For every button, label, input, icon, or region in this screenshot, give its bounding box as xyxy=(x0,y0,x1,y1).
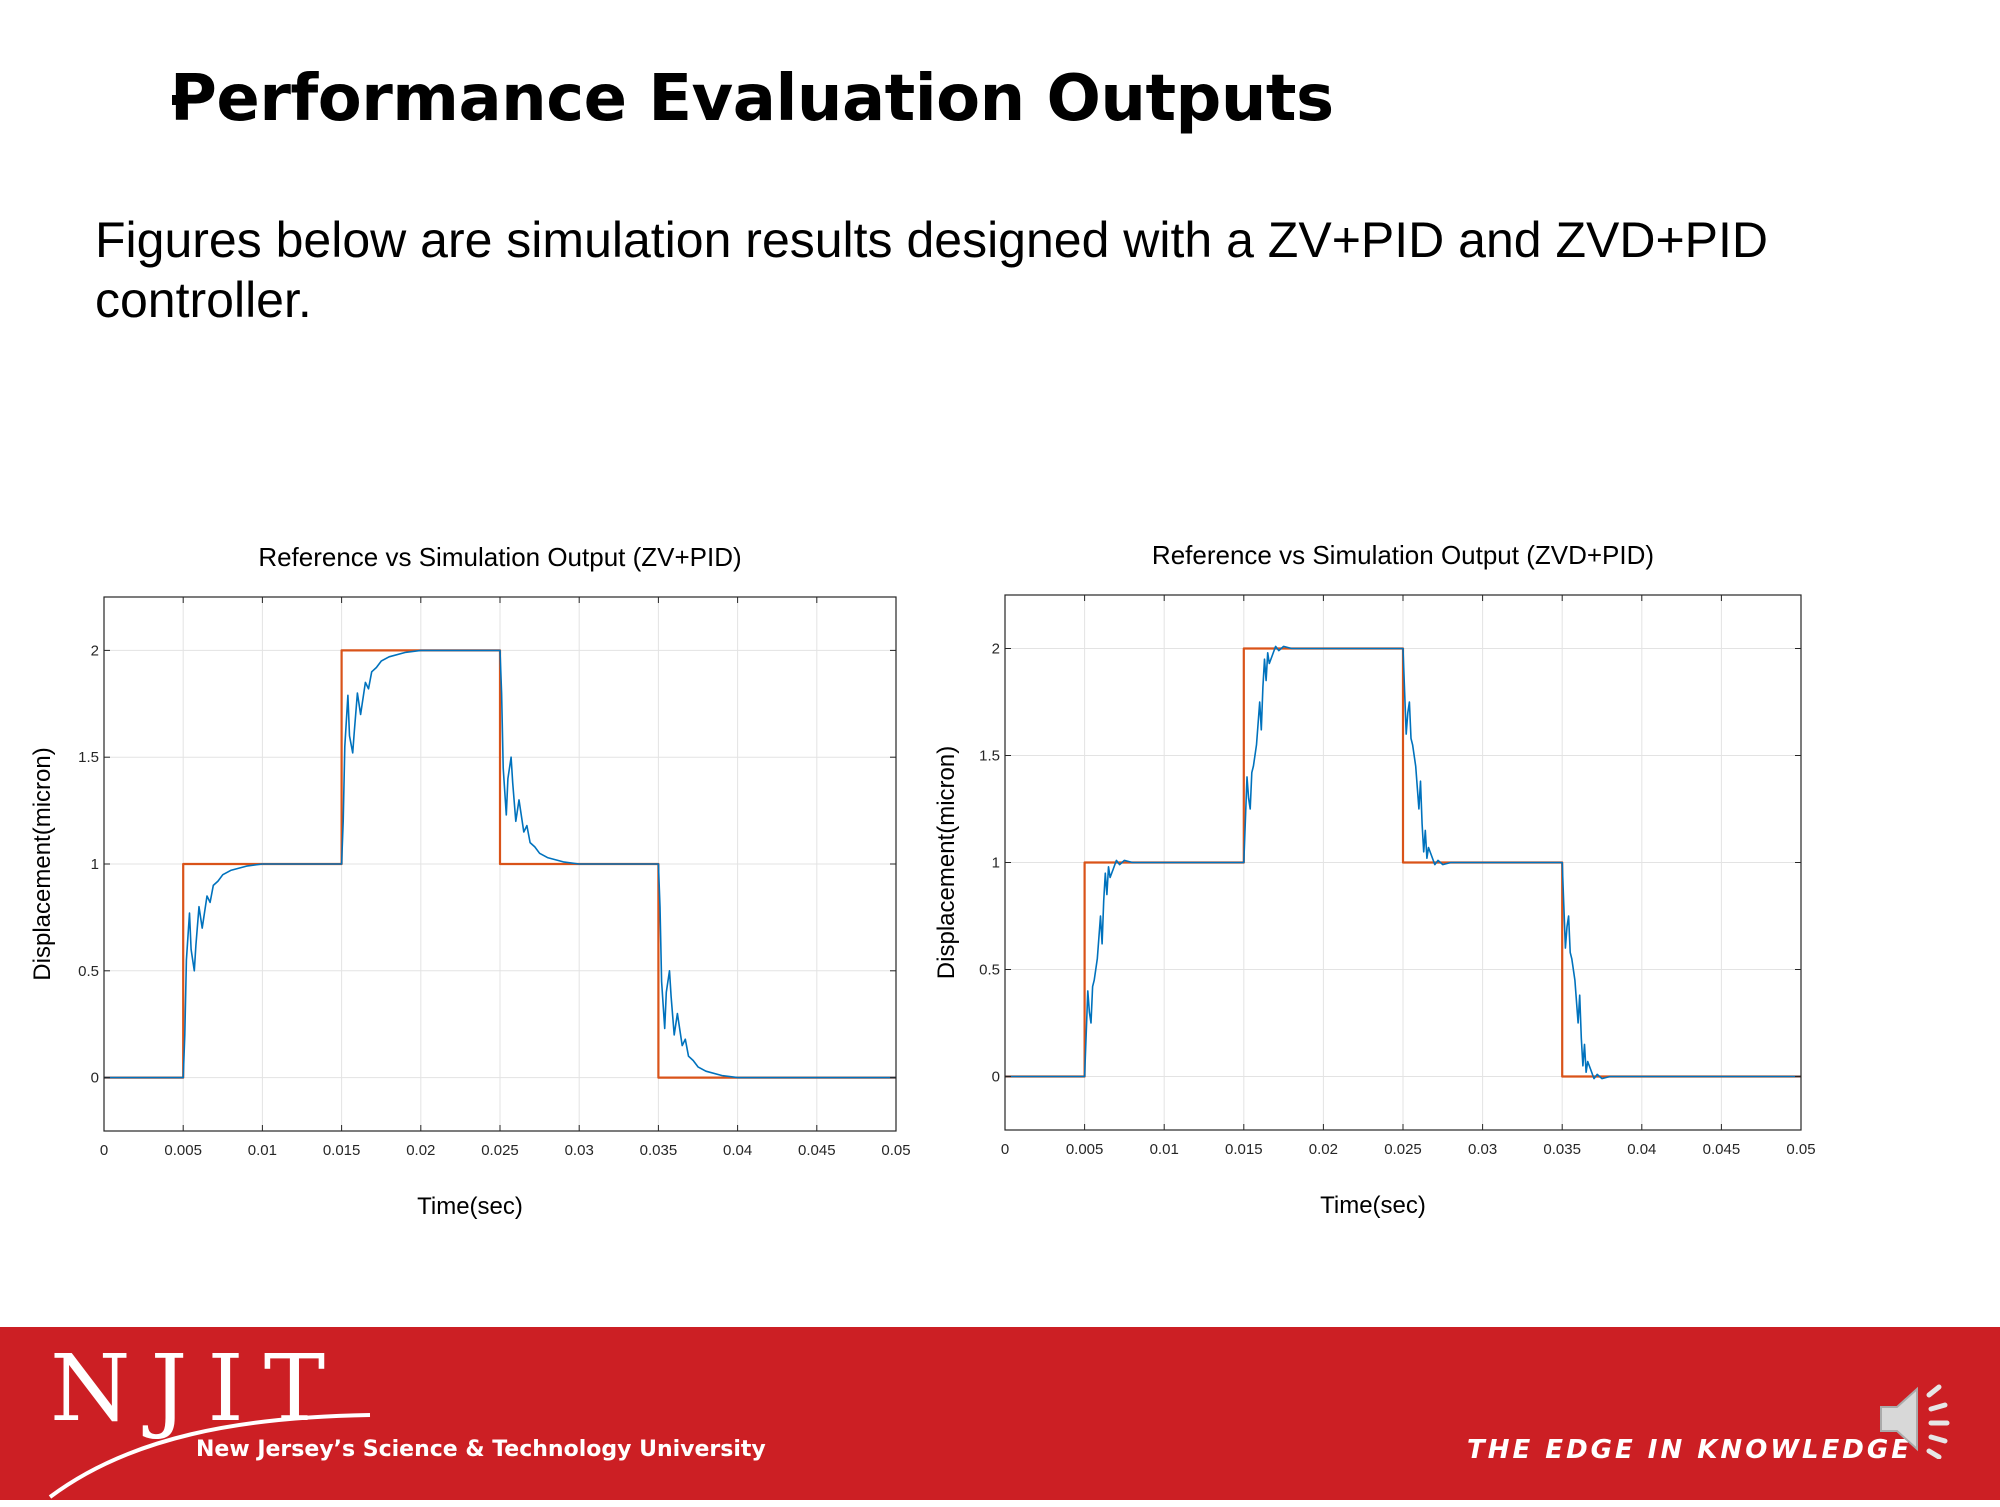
x-tick-label: 0.045 xyxy=(798,1142,836,1159)
y-tick-label: 0.5 xyxy=(979,962,1000,979)
x-tick-label: 0.01 xyxy=(1150,1141,1179,1158)
x-tick-label: 0.02 xyxy=(1309,1141,1338,1158)
logo-swoosh-icon xyxy=(48,1413,371,1499)
y-tick-label: 0.5 xyxy=(78,963,99,980)
x-tick-label: 0.025 xyxy=(481,1142,519,1159)
y-tick-label: 0 xyxy=(992,1069,1000,1086)
title-bullet xyxy=(172,95,182,105)
chart-title: Reference vs Simulation Output (ZVD+PID) xyxy=(1152,540,1654,570)
x-axis-label: Time(sec) xyxy=(1320,1192,1426,1219)
y-tick-label: 2 xyxy=(91,642,99,659)
tagline: THE EDGE IN KNOWLEDGE xyxy=(1467,1435,1912,1465)
y-tick-label: 0 xyxy=(91,1070,99,1087)
chart-title: Reference vs Simulation Output (ZV+PID) xyxy=(258,542,741,572)
x-tick-label: 0.04 xyxy=(723,1142,752,1159)
x-tick-label: 0.005 xyxy=(164,1142,202,1159)
y-tick-label: 1 xyxy=(91,856,99,873)
x-tick-label: 0.03 xyxy=(1468,1141,1497,1158)
x-tick-label: 0.015 xyxy=(323,1142,361,1159)
x-tick-label: 0.005 xyxy=(1066,1141,1104,1158)
series-output-line xyxy=(1005,645,1801,1080)
x-tick-label: 0.015 xyxy=(1225,1141,1263,1158)
university-name: New Jersey’s Science & Technology Univer… xyxy=(196,1437,766,1462)
x-tick-label: 0.03 xyxy=(565,1142,594,1159)
x-tick-label: 0.035 xyxy=(640,1142,678,1159)
x-tick-label: 0.05 xyxy=(1786,1141,1815,1158)
x-tick-label: 0.045 xyxy=(1703,1141,1741,1158)
chart-zv-pid: 0 0.005 0.01 0.015 0.02 0.025 0.03 0.035 0.04 0.0… xyxy=(29,542,911,1220)
njit-logo: NJIT xyxy=(50,1335,346,1442)
y-axis-label: Displacement(micron) xyxy=(29,747,56,980)
footer-bar: NJIT New Jersey’s Science & Technology U… xyxy=(0,1327,2000,1500)
x-tick-label: 0.02 xyxy=(406,1142,435,1159)
y-tick-label: 2 xyxy=(992,641,1000,658)
x-tick-label: 0.05 xyxy=(881,1142,910,1159)
y-tick-label: 1 xyxy=(992,855,1000,872)
x-tick-label: 0 xyxy=(1001,1141,1009,1158)
x-axis-label: Time(sec) xyxy=(417,1193,523,1220)
series-output-line xyxy=(104,649,896,1079)
y-tick-label: 1.5 xyxy=(78,749,99,766)
speaker-icon[interactable] xyxy=(1875,1379,1965,1459)
x-tick-label: 0 xyxy=(100,1142,108,1159)
x-tick-label: 0.025 xyxy=(1384,1141,1422,1158)
x-tick-label: 0.035 xyxy=(1543,1141,1581,1158)
slide-title: Performance Evaluation Outputs xyxy=(170,62,1334,136)
y-tick-label: 1.5 xyxy=(979,748,1000,765)
x-tick-label: 0.01 xyxy=(248,1142,277,1159)
x-tick-label: 0.04 xyxy=(1627,1141,1656,1158)
chart-zvd-pid: 0 0.005 0.01 0.015 0.02 0.025 0.03 0.035 0.04 0.0… xyxy=(933,540,1816,1219)
y-axis-label: Displacement(micron) xyxy=(933,746,960,979)
slide-body-text: Figures below are simulation results des… xyxy=(95,212,1768,328)
